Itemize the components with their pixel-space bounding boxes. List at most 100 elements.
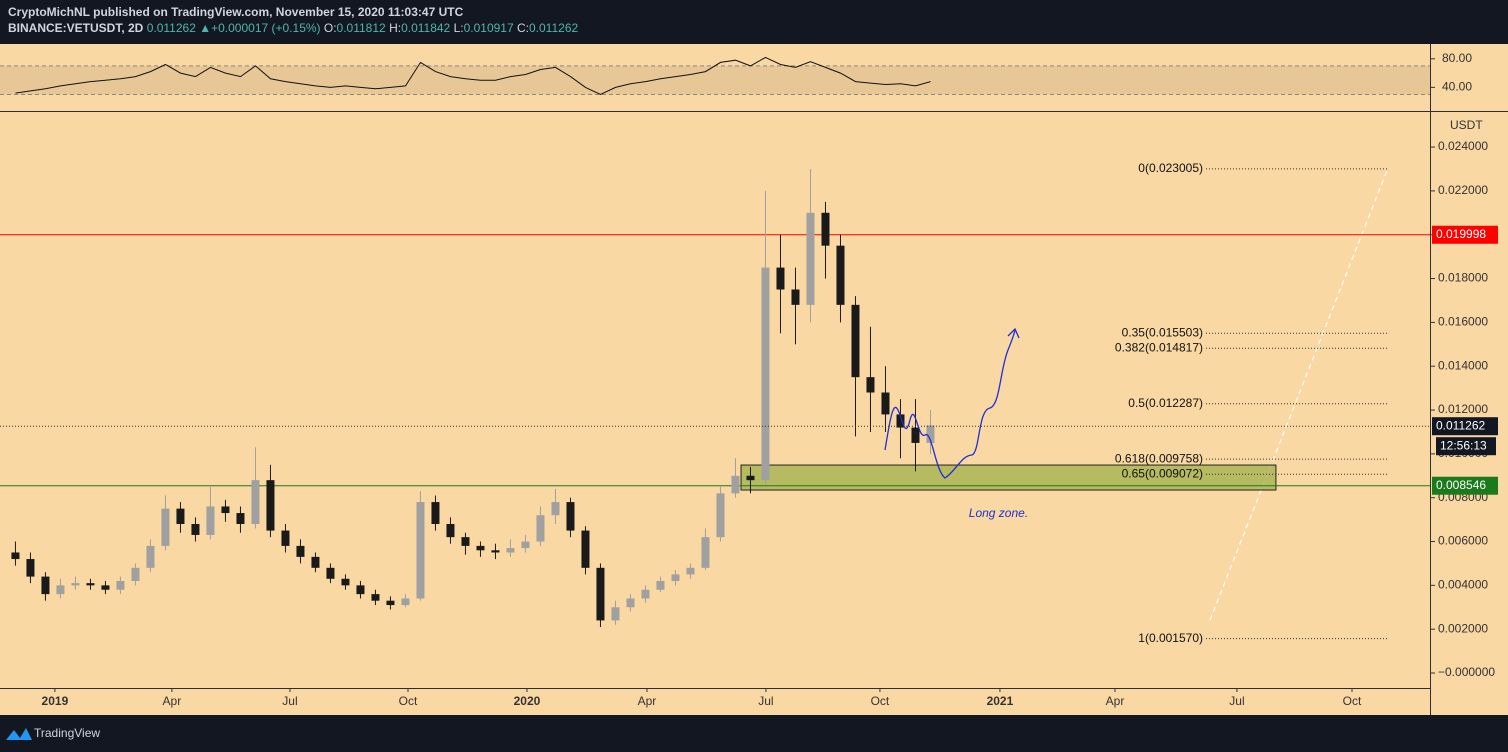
- candle-body: [401, 598, 410, 606]
- y-tick-label: 0.014000: [1438, 358, 1488, 372]
- o: 0.011812: [337, 21, 386, 35]
- candle-body: [596, 567, 605, 621]
- x-tick-label: Oct: [399, 694, 418, 708]
- candle-body: [746, 475, 755, 481]
- publisher: CryptoMichNL published on TradingView.co…: [8, 5, 464, 19]
- fib-label: 0.65(0.009072): [1122, 466, 1203, 480]
- level-tag-label: 0.008546: [1436, 478, 1486, 492]
- candle-body: [161, 508, 170, 546]
- l: 0.010917: [464, 21, 514, 35]
- candle-body: [701, 537, 710, 568]
- y-tick-label: 0.022000: [1438, 183, 1488, 197]
- candle-body: [191, 523, 200, 535]
- brand: TradingView: [34, 726, 100, 740]
- x-tick-label: Jul: [758, 694, 773, 708]
- candle-body: [686, 567, 695, 575]
- c-label: C:: [517, 21, 529, 35]
- chart-area: [0, 44, 1508, 715]
- last: 0.011262: [147, 21, 196, 35]
- candle-body: [431, 502, 440, 524]
- candle-body: [611, 607, 620, 621]
- candle-body: [506, 548, 515, 553]
- candle-body: [116, 580, 125, 590]
- h-label: H:: [389, 21, 401, 35]
- header-bar: [0, 0, 1508, 44]
- fib-label: 1(0.001570): [1138, 631, 1203, 645]
- candle-body: [461, 537, 470, 546]
- candle-body: [791, 289, 800, 305]
- candle-body: [416, 502, 425, 599]
- candle-body: [671, 574, 680, 581]
- candle-body: [236, 513, 245, 524]
- level-tag-label: 0.019998: [1436, 227, 1486, 241]
- fib-label: 0.382(0.014817): [1115, 340, 1203, 354]
- candle-body: [341, 578, 350, 586]
- candle-body: [641, 589, 650, 599]
- y-tick-label: 0.018000: [1438, 271, 1488, 285]
- plot: 40.00 80.00 −0.000000 0.002000 0.004000 0.006…: [0, 51, 1498, 708]
- x-tick-label: Apr: [638, 694, 657, 708]
- candle-body: [41, 576, 50, 595]
- candle-body: [206, 506, 215, 535]
- candle-body: [56, 585, 65, 595]
- projection-path: [884, 329, 1016, 479]
- candle-body: [731, 475, 740, 494]
- candle-body: [131, 567, 140, 581]
- candle-body: [446, 523, 455, 538]
- footer-bar: [0, 715, 1508, 752]
- x-tick-label: Oct: [871, 694, 890, 708]
- x-tick-label: Apr: [1106, 694, 1125, 708]
- candle-body: [776, 267, 785, 290]
- rsi-tick-label: 40.00: [1442, 80, 1472, 94]
- x-tick-label: 2019: [42, 694, 69, 708]
- y-unit: USDT: [1450, 118, 1483, 132]
- countdown-label: 12:56:13: [1440, 438, 1487, 452]
- x-tick-label: Jul: [282, 694, 297, 708]
- rsi-line: [15, 56, 931, 96]
- candle-body: [536, 515, 545, 542]
- o-label: O:: [324, 21, 337, 35]
- fib-label: 0.35(0.015503): [1122, 325, 1203, 339]
- change: +0.000017 (+0.15%): [211, 21, 320, 35]
- y-tick-label: 0.024000: [1438, 139, 1488, 153]
- symbol: BINANCE:VETUSDT, 2D: [8, 21, 144, 35]
- logo: [6, 728, 32, 740]
- last-price-tag: [1432, 417, 1498, 436]
- candle-body: [491, 550, 500, 553]
- candle-body: [866, 377, 875, 393]
- candle-body: [281, 530, 290, 546]
- y-tick-label: 0.016000: [1438, 315, 1488, 329]
- candle-body: [26, 559, 35, 577]
- x-tick-label: Apr: [163, 694, 182, 708]
- candle-body: [926, 425, 935, 443]
- fib-label: 0(0.023005): [1138, 161, 1203, 175]
- x-tick-label: Oct: [1343, 694, 1362, 708]
- c: 0.011262: [529, 21, 578, 35]
- candle-body: [71, 583, 80, 586]
- candle-body: [476, 545, 485, 551]
- fib-label: 0.618(0.009758): [1115, 451, 1203, 465]
- candle-body: [311, 556, 320, 568]
- y-tick-label: −0.000000: [1438, 665, 1495, 679]
- candle-body: [806, 212, 815, 305]
- candle-body: [626, 598, 635, 608]
- candle-body: [896, 414, 905, 428]
- candle-body: [581, 530, 590, 568]
- level-tag: [1432, 225, 1498, 244]
- candle-body: [521, 541, 530, 549]
- candle-body: [101, 585, 110, 590]
- fib-label: 0.5(0.012287): [1128, 396, 1203, 410]
- candle-body: [176, 508, 185, 524]
- candle-body: [146, 545, 155, 568]
- ohlc-line: BINANCE:VETUSDT, 2D 0.011262 ▲+0.000017 …: [8, 21, 578, 35]
- candle-body: [296, 545, 305, 557]
- candle-body: [821, 212, 830, 246]
- last-price-label: 0.011262: [1436, 418, 1485, 432]
- candle-body: [911, 427, 920, 443]
- candle-body: [326, 567, 335, 579]
- candle-body: [836, 245, 845, 305]
- y-tick-label: 0.004000: [1438, 578, 1488, 592]
- y-tick-label: 0.012000: [1438, 402, 1488, 416]
- y-tick-label: 0.002000: [1438, 621, 1488, 635]
- arrow: ▲: [199, 21, 211, 35]
